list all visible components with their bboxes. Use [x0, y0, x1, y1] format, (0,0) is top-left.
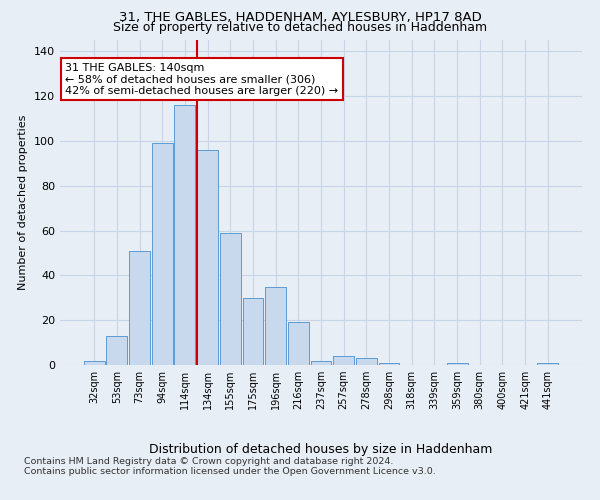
Bar [152, 143, 173, 365]
Bar [220, 233, 241, 365]
Bar [379, 363, 400, 365]
Bar [197, 150, 218, 365]
Bar [84, 360, 104, 365]
Bar [175, 105, 196, 365]
Text: Contains public sector information licensed under the Open Government Licence v3: Contains public sector information licen… [24, 467, 436, 476]
Bar [106, 336, 127, 365]
Y-axis label: Number of detached properties: Number of detached properties [19, 115, 28, 290]
Bar [311, 360, 331, 365]
Bar [446, 363, 467, 365]
Bar [129, 250, 150, 365]
Bar [333, 356, 354, 365]
Bar [538, 363, 558, 365]
Bar [288, 322, 309, 365]
Text: 31 THE GABLES: 140sqm
← 58% of detached houses are smaller (306)
42% of semi-det: 31 THE GABLES: 140sqm ← 58% of detached … [65, 62, 338, 96]
Text: 31, THE GABLES, HADDENHAM, AYLESBURY, HP17 8AD: 31, THE GABLES, HADDENHAM, AYLESBURY, HP… [119, 11, 481, 24]
Bar [356, 358, 377, 365]
Text: Distribution of detached houses by size in Haddenham: Distribution of detached houses by size … [149, 442, 493, 456]
Bar [265, 286, 286, 365]
Text: Size of property relative to detached houses in Haddenham: Size of property relative to detached ho… [113, 22, 487, 35]
Bar [242, 298, 263, 365]
Text: Contains HM Land Registry data © Crown copyright and database right 2024.: Contains HM Land Registry data © Crown c… [24, 457, 394, 466]
